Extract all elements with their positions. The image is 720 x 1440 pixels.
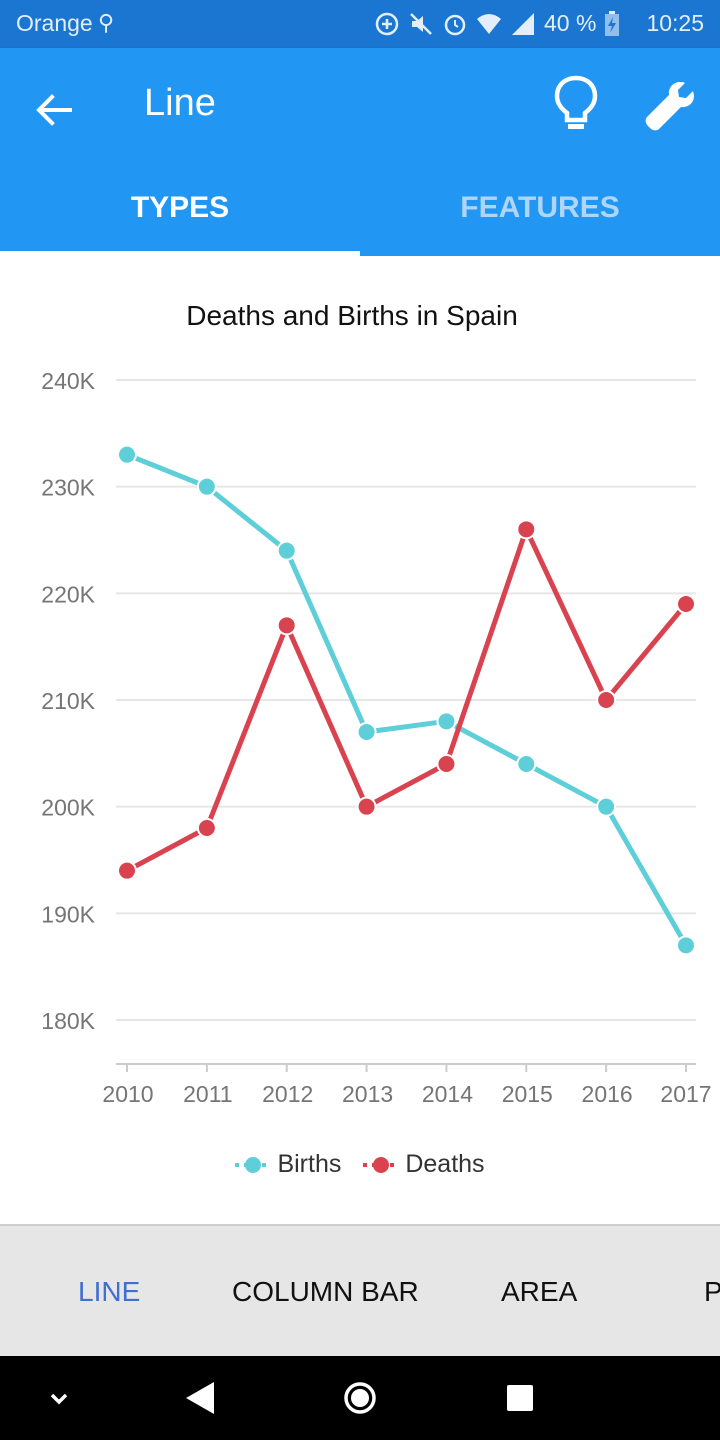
page-title: Line — [144, 82, 216, 124]
x-tick-label: 2010 — [102, 1081, 153, 1107]
y-tick-label: 200K — [41, 795, 95, 821]
data-point-births[interactable] — [676, 935, 696, 956]
x-tick-label: 2016 — [582, 1081, 633, 1107]
back-triangle-icon[interactable] — [184, 1380, 216, 1416]
y-tick-label: 210K — [41, 688, 95, 714]
y-tick-label: 220K — [41, 581, 95, 607]
chart-title: Deaths and Births in Spain — [186, 300, 518, 331]
data-saver-icon — [375, 12, 399, 35]
y-tick-label: 180K — [41, 1008, 95, 1034]
wrench-icon[interactable] — [642, 78, 698, 134]
wifi-icon — [477, 13, 501, 34]
battery-level: 40 % — [544, 10, 597, 36]
legend-label-births: Births — [277, 1150, 342, 1178]
x-tick-label: 2017 — [660, 1081, 711, 1107]
nav-item-truncated[interactable]: P — [704, 1276, 720, 1307]
nav-item-line[interactable]: LINE — [78, 1276, 141, 1307]
nav-item-column-bar[interactable]: COLUMN BAR — [232, 1276, 419, 1307]
x-tick-label: 2013 — [342, 1081, 393, 1107]
chevron-down-icon[interactable] — [46, 1386, 72, 1412]
app-bar: Line TYPES FEATURES — [0, 48, 720, 256]
chart-area: Deaths and Births in Spain 240K 230K 220K 2… — [0, 256, 720, 1224]
line-chart: 240K 230K 220K 210K 200K 190K 180K 2010 2011 2012… — [41, 368, 711, 1107]
data-point-deaths[interactable] — [117, 860, 137, 881]
legend-item-births[interactable]: Births — [235, 1150, 341, 1179]
data-point-births[interactable] — [516, 754, 537, 774]
data-point-births[interactable] — [196, 476, 217, 497]
y-tick-label: 190K — [41, 901, 95, 927]
legend-marker-births — [235, 1156, 272, 1173]
data-point-deaths[interactable] — [676, 594, 696, 614]
home-circle-icon[interactable] — [342, 1380, 378, 1416]
recents-square-icon[interactable] — [506, 1384, 534, 1412]
tab-indicator — [0, 251, 360, 256]
y-tick-label: 240K — [41, 368, 95, 394]
data-point-births[interactable] — [436, 711, 457, 732]
carrier-name: Orange — [16, 10, 93, 36]
data-point-deaths[interactable] — [196, 818, 217, 838]
data-point-deaths[interactable] — [276, 615, 297, 636]
nav-item-area[interactable]: AREA — [501, 1276, 578, 1307]
data-point-deaths[interactable] — [436, 754, 457, 774]
x-tick-label: 2015 — [502, 1081, 553, 1107]
legend-item-deaths[interactable]: Deaths — [363, 1150, 485, 1179]
lightbulb-icon[interactable] — [548, 74, 604, 134]
system-nav-bar — [0, 1356, 720, 1440]
chart-legend: Births Deaths — [0, 1150, 720, 1179]
legend-label-deaths: Deaths — [405, 1150, 485, 1178]
x-tick-label: 2012 — [262, 1081, 313, 1107]
usb-icon: ⚲ — [98, 10, 115, 35]
series-line-deaths — [125, 526, 688, 873]
y-tick-label: 230K — [41, 475, 95, 501]
data-point-deaths[interactable] — [516, 519, 537, 540]
data-point-births[interactable] — [117, 444, 137, 465]
tab-features[interactable]: FEATURES — [460, 191, 620, 224]
data-point-deaths[interactable] — [596, 690, 617, 710]
alarm-icon — [444, 14, 466, 35]
data-point-deaths[interactable] — [356, 796, 377, 817]
mute-icon — [410, 12, 432, 35]
chart-type-nav: LINE COLUMN BAR AREA P — [0, 1224, 720, 1358]
series-line-births — [126, 452, 689, 947]
x-tick-label: 2014 — [422, 1081, 473, 1107]
signal-icon — [512, 12, 534, 35]
clock: 10:25 — [646, 10, 704, 36]
battery-charging-icon — [605, 10, 620, 36]
data-point-births[interactable] — [356, 722, 377, 742]
tab-types[interactable]: TYPES — [130, 191, 230, 224]
data-point-births[interactable] — [596, 796, 617, 817]
legend-marker-deaths — [363, 1156, 400, 1173]
x-tick-label: 2011 — [183, 1081, 232, 1107]
data-point-births[interactable] — [276, 540, 297, 561]
status-bar: Orange ⚲ 40 % 10:25 — [0, 0, 720, 48]
back-arrow-icon[interactable] — [28, 84, 80, 136]
